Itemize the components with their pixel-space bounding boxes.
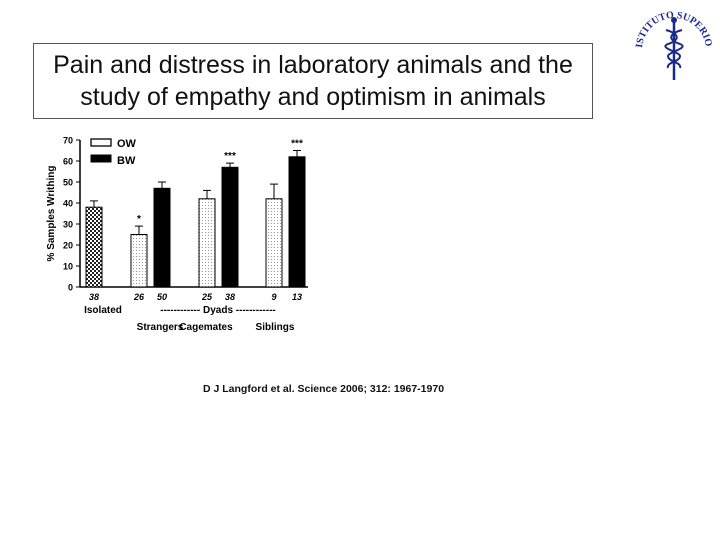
- significance-marker: ***: [291, 139, 303, 150]
- bar: [288, 156, 306, 288]
- y-tick-label: 20: [63, 241, 73, 251]
- y-tick-label: 10: [63, 262, 73, 272]
- significance-marker: ***: [224, 151, 236, 162]
- y-tick-label: 50: [63, 178, 73, 188]
- logo-text: ISTITUTO SUPERIORE DI SANITÀ: [628, 0, 714, 48]
- bar: [85, 206, 103, 288]
- bar: [221, 166, 239, 288]
- sample-size-label: 38: [89, 292, 99, 302]
- category-label-isolated: Isolated: [84, 305, 122, 316]
- sample-size-label: 26: [133, 292, 145, 302]
- legend-swatch-ow: [90, 138, 112, 147]
- y-axis-label: % Samples Writhing: [46, 166, 57, 262]
- sample-size-label: 13: [292, 292, 302, 302]
- legend-label-ow: OW: [117, 138, 137, 150]
- bar: [198, 198, 216, 288]
- bar: [130, 234, 148, 288]
- title-box: [33, 43, 593, 119]
- legend-label-bw: BW: [117, 155, 136, 167]
- slide-title: Pain and distress in laboratory animals …: [53, 51, 573, 111]
- sample-size-label: 9: [271, 292, 276, 302]
- sample-size-label: 38: [225, 292, 235, 302]
- category-label-dyads: ------------ Dyads ------------: [160, 305, 276, 316]
- category-label-group: Strangers: [137, 322, 184, 333]
- y-tick-label: 60: [63, 157, 73, 167]
- sample-size-label: 50: [157, 292, 167, 302]
- bar: [153, 187, 171, 288]
- category-label-group: Siblings: [256, 322, 295, 333]
- legend-swatch-bw: [90, 154, 112, 163]
- citation: D J Langford et al. Science 2006; 312: 1…: [203, 383, 445, 395]
- category-label-group: Cagemates: [179, 322, 233, 333]
- significance-marker: *: [137, 214, 141, 225]
- y-tick-label: 70: [63, 136, 73, 146]
- y-tick-label: 30: [63, 220, 73, 230]
- y-tick-label: 0: [68, 283, 73, 293]
- y-tick-label: 40: [63, 199, 73, 209]
- institute-logo: ISTITUTO SUPERIORE DI SANITÀ: [628, 0, 714, 80]
- sample-size-label: 25: [201, 292, 213, 302]
- bar: [265, 198, 283, 288]
